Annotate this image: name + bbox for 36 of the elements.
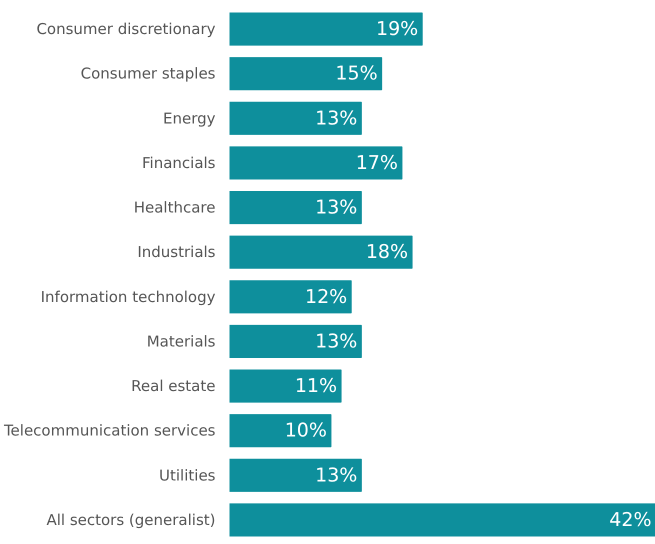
data-label: 19% <box>376 18 418 40</box>
y-tick-label: Energy <box>162 109 216 128</box>
bar <box>230 236 413 269</box>
y-tick-label: Consumer discretionary <box>36 20 216 38</box>
data-label: 13% <box>315 107 358 130</box>
bar <box>230 370 342 403</box>
bar <box>230 458 362 492</box>
y-tick-label: Real estate <box>131 377 216 396</box>
bar <box>230 190 362 224</box>
data-label: 13% <box>315 464 358 486</box>
data-label: 13% <box>315 196 358 219</box>
data-label: 12% <box>304 286 348 308</box>
bar <box>230 503 655 537</box>
y-tick-label: All sectors (generalist) <box>46 510 216 529</box>
data-label: 15% <box>335 62 378 85</box>
data-label: 18% <box>366 241 408 264</box>
bar <box>230 414 332 448</box>
bar <box>230 324 362 358</box>
data-label: 13% <box>315 330 358 352</box>
data-label: 11% <box>294 375 338 398</box>
y-tick-label: Telecommunication services <box>2 422 216 440</box>
data-label: 42% <box>609 508 652 531</box>
bar <box>230 57 382 90</box>
data-label: 10% <box>284 420 327 442</box>
y-tick-label: Information technology <box>40 288 216 306</box>
bar <box>230 280 352 314</box>
bar <box>230 102 362 135</box>
y-tick-label: Utilities <box>159 466 216 484</box>
y-tick-label: Consumer staples <box>80 64 216 83</box>
y-tick-label: Healthcare <box>134 198 216 217</box>
data-label: 17% <box>356 152 398 174</box>
y-tick-label: Industrials <box>137 243 216 262</box>
y-tick-label: Materials <box>146 332 216 350</box>
y-tick-label: Financials <box>142 154 216 172</box>
bar <box>230 12 423 46</box>
bar <box>230 146 402 180</box>
